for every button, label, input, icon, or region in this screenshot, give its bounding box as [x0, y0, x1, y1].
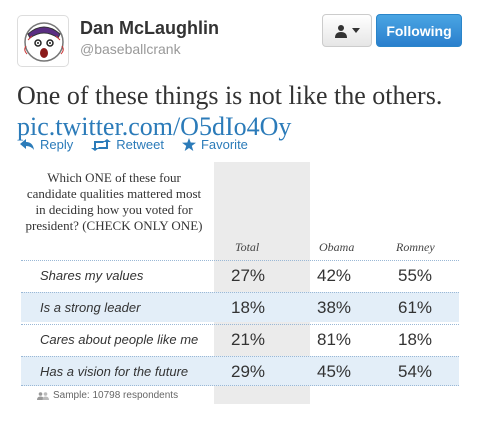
- row-label: Cares about people like me: [40, 332, 199, 347]
- user-name[interactable]: Dan McLaughlin: [80, 18, 219, 38]
- tweet-media-link[interactable]: pic.twitter.com/O5dIo4Oy: [17, 112, 292, 141]
- column-header-obama: Obama: [319, 240, 355, 254]
- row-value-romney: 61%: [398, 298, 433, 317]
- poll-row: Cares about people like me 21% 81% 18%: [21, 324, 459, 354]
- retweet-button[interactable]: Retweet: [91, 137, 164, 152]
- row-label: Is a strong leader: [40, 300, 141, 315]
- star-icon: [181, 138, 196, 151]
- sample-note: Sample: 10798 respondents: [37, 390, 178, 401]
- poll-image[interactable]: Which ONE of these four candidate qualit…: [21, 162, 459, 412]
- row-value-obama: 45%: [317, 362, 352, 381]
- tweet-actions: Reply Retweet Favorite: [20, 137, 248, 152]
- favorite-button[interactable]: Favorite: [181, 137, 248, 152]
- following-button[interactable]: Following: [376, 14, 462, 47]
- row-value-obama: 38%: [317, 298, 352, 317]
- row-value-romney: 55%: [398, 266, 433, 285]
- tweet-body: One of these things is not like the othe…: [17, 81, 443, 110]
- people-icon: [37, 391, 49, 400]
- favorite-label: Favorite: [200, 137, 248, 152]
- row-value-total: 27%: [231, 266, 266, 285]
- user-actions-button[interactable]: [322, 14, 372, 47]
- avatar[interactable]: [17, 15, 69, 67]
- column-header-total: Total: [235, 240, 260, 254]
- row-value-obama: 81%: [317, 330, 352, 349]
- poll-row: Is a strong leader 18% 38% 61%: [21, 292, 459, 322]
- row-value-total: 18%: [231, 298, 266, 317]
- row-value-romney: 18%: [398, 330, 433, 349]
- row-value-obama: 42%: [317, 266, 352, 285]
- reply-arrow-icon: [20, 138, 34, 150]
- row-label: Shares my values: [40, 268, 144, 283]
- user-handle[interactable]: @baseballcrank: [80, 41, 181, 57]
- row-value-total: 21%: [231, 330, 266, 349]
- sample-text: Sample: 10798 respondents: [53, 390, 179, 401]
- retweet-label: Retweet: [116, 137, 164, 152]
- row-value-total: 29%: [231, 362, 266, 381]
- reply-label: Reply: [40, 137, 74, 152]
- column-header-romney: Romney: [396, 240, 435, 254]
- poll-row: Shares my values 27% 42% 55%: [21, 260, 459, 290]
- reply-button[interactable]: Reply: [20, 137, 73, 152]
- baseball-avatar-icon: [24, 22, 64, 62]
- row-value-romney: 54%: [398, 362, 433, 381]
- row-label: Has a vision for the future: [40, 364, 189, 379]
- person-icon: [335, 24, 347, 38]
- tweet-text: One of these things is not like the othe…: [17, 80, 467, 142]
- poll-question: Which ONE of these four candidate qualit…: [25, 170, 203, 233]
- poll-row: Has a vision for the future 29% 45% 54%: [21, 356, 459, 386]
- chevron-down-icon: [352, 27, 360, 33]
- retweet-icon: [91, 138, 112, 151]
